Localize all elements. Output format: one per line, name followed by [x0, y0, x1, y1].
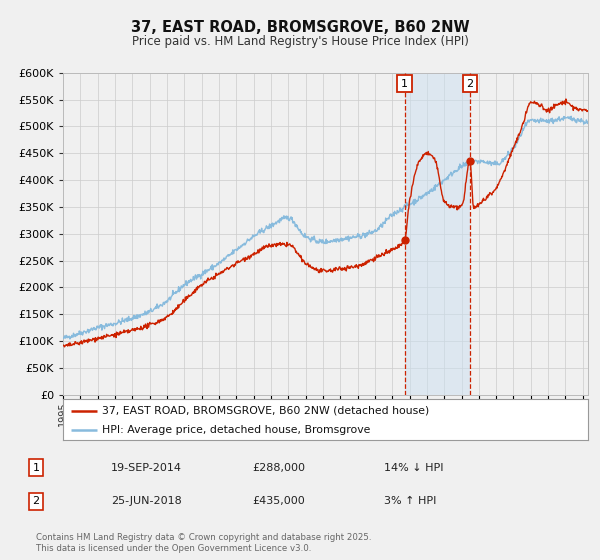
- Text: 1: 1: [32, 463, 40, 473]
- Text: £288,000: £288,000: [252, 463, 305, 473]
- Text: 1: 1: [401, 78, 408, 88]
- Text: 2: 2: [466, 78, 473, 88]
- Text: 37, EAST ROAD, BROMSGROVE, B60 2NW: 37, EAST ROAD, BROMSGROVE, B60 2NW: [131, 20, 469, 35]
- Bar: [404, 73, 470, 395]
- Text: Contains HM Land Registry data © Crown copyright and database right 2025.
This d: Contains HM Land Registry data © Crown c…: [36, 533, 371, 553]
- Text: 25-JUN-2018: 25-JUN-2018: [111, 496, 182, 506]
- Text: HPI: Average price, detached house, Bromsgrove: HPI: Average price, detached house, Brom…: [103, 424, 371, 435]
- Text: Price paid vs. HM Land Registry's House Price Index (HPI): Price paid vs. HM Land Registry's House …: [131, 35, 469, 48]
- Point: [400, 236, 409, 245]
- Text: 14% ↓ HPI: 14% ↓ HPI: [384, 463, 443, 473]
- Text: £435,000: £435,000: [252, 496, 305, 506]
- Text: 19-SEP-2014: 19-SEP-2014: [111, 463, 182, 473]
- Text: 2: 2: [32, 496, 40, 506]
- Text: 37, EAST ROAD, BROMSGROVE, B60 2NW (detached house): 37, EAST ROAD, BROMSGROVE, B60 2NW (deta…: [103, 405, 430, 416]
- Point: [465, 157, 475, 166]
- Text: 3% ↑ HPI: 3% ↑ HPI: [384, 496, 436, 506]
